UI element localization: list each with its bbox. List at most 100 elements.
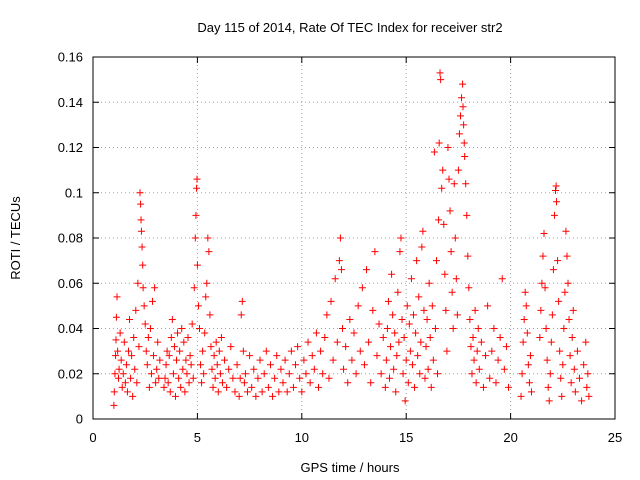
data-point (352, 370, 360, 378)
data-point (110, 388, 118, 396)
data-point (179, 365, 187, 373)
data-point (181, 388, 189, 396)
data-point (557, 374, 565, 382)
data-point (459, 80, 467, 88)
data-point (584, 370, 592, 378)
data-point (358, 284, 366, 292)
data-point (388, 270, 396, 278)
data-point (169, 370, 177, 378)
data-point (302, 370, 310, 378)
data-point (469, 334, 477, 342)
data-point (344, 379, 352, 387)
data-point (190, 284, 198, 292)
data-point (527, 388, 535, 396)
data-point (132, 306, 140, 314)
data-point (187, 361, 195, 369)
data-point (551, 186, 559, 194)
data-point (348, 356, 356, 364)
data-point (585, 392, 593, 400)
data-point (208, 365, 216, 373)
data-point (391, 329, 399, 337)
data-point (580, 361, 588, 369)
data-point (275, 388, 283, 396)
data-point (428, 302, 436, 310)
data-point (442, 306, 450, 314)
data-point (552, 182, 560, 190)
data-point (237, 311, 245, 319)
data-point (396, 248, 404, 256)
data-point (517, 392, 525, 400)
x-tick-label: 5 (194, 430, 201, 445)
data-point (427, 383, 435, 391)
data-point (377, 370, 385, 378)
data-point (202, 293, 210, 301)
data-point (134, 279, 142, 287)
data-point (539, 252, 547, 260)
data-point (570, 365, 578, 373)
data-point (565, 315, 573, 323)
data-point (416, 370, 424, 378)
data-point (133, 379, 141, 387)
data-point (198, 379, 206, 387)
data-points (110, 69, 593, 409)
data-point (161, 374, 169, 382)
data-point (360, 361, 368, 369)
data-point (472, 379, 480, 387)
data-point (385, 374, 393, 382)
data-point (227, 343, 235, 351)
data-point (256, 356, 264, 364)
data-point (176, 347, 184, 355)
data-point (329, 356, 337, 364)
x-tick-label: 0 (89, 430, 96, 445)
data-point (522, 302, 530, 310)
data-point (137, 227, 145, 235)
data-point (384, 297, 392, 305)
data-point (556, 347, 564, 355)
data-point (538, 279, 546, 287)
data-point (167, 334, 175, 342)
data-point (550, 211, 558, 219)
data-point (188, 320, 196, 328)
y-tick-label: 0.02 (58, 366, 83, 381)
data-point (321, 334, 329, 342)
y-tick-label: 0.04 (58, 321, 83, 336)
data-point (494, 356, 502, 364)
data-point (431, 325, 439, 332)
data-point (151, 284, 159, 292)
data-point (526, 352, 534, 360)
data-point (225, 365, 233, 373)
data-point (418, 243, 426, 251)
data-point (553, 198, 561, 206)
data-point (401, 397, 409, 405)
data-point (520, 315, 528, 323)
data-point (488, 347, 496, 355)
data-point (541, 284, 549, 292)
data-point (306, 379, 314, 387)
data-point (544, 383, 552, 391)
data-point (420, 306, 428, 314)
data-point (559, 361, 567, 369)
data-point (121, 379, 129, 387)
data-point (118, 383, 126, 391)
data-point (450, 180, 458, 188)
data-point (473, 347, 481, 355)
data-point (453, 311, 461, 319)
data-point (373, 352, 381, 360)
data-point (147, 370, 155, 378)
data-point (523, 329, 531, 337)
data-point (140, 302, 148, 310)
data-point (461, 153, 469, 161)
data-point (421, 374, 429, 382)
data-point (111, 370, 119, 378)
data-point (294, 343, 302, 351)
data-point (323, 311, 331, 319)
data-point (296, 374, 304, 382)
data-point (298, 388, 306, 396)
data-point (567, 379, 575, 387)
data-point (193, 175, 201, 183)
data-point (394, 288, 402, 296)
data-point (164, 379, 172, 387)
data-point (210, 352, 218, 360)
data-point (392, 388, 400, 396)
